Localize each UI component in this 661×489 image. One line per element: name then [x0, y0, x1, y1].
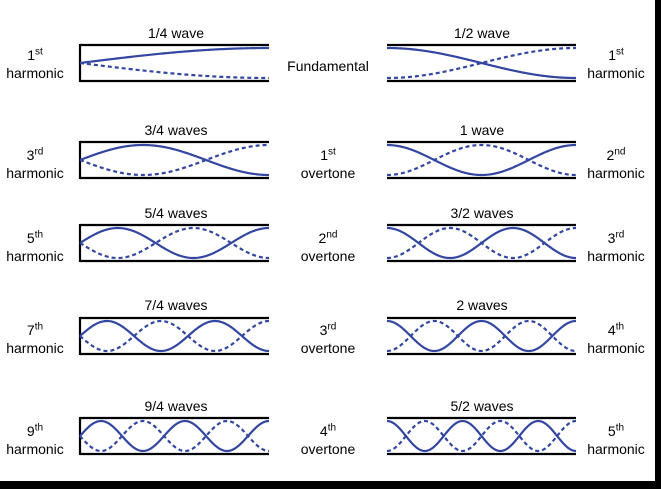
center-label-overtone-3: 3rd overtone [300, 321, 356, 356]
standing-wave-dashed [386, 319, 577, 353]
left-title-4: 7/4 waves [144, 297, 208, 313]
right-harmonic-label-3: 3rd harmonic [587, 229, 645, 264]
right-title-1: 1/2 wave [453, 25, 511, 41]
standing-wave-solid [79, 319, 270, 353]
right-title-4: 2 waves [456, 297, 508, 313]
right-title-3: 3/2 waves [450, 205, 514, 221]
left-harmonic-label-1: 1st harmonic [6, 46, 64, 81]
left-harmonic-label-7: 7th harmonic [6, 321, 64, 356]
standing-wave-solid [79, 46, 269, 65]
standing-wave-solid [386, 419, 577, 453]
standing-wave-solid [386, 319, 577, 353]
diagram-canvas: 1/4 wave 3/4 waves 5/4 waves 7/4 waves 9… [0, 0, 655, 481]
center-label-overtone-4: 4th overtone [300, 422, 356, 457]
left-title-2: 3/4 waves [144, 122, 208, 138]
standing-wave-dashed [79, 61, 269, 80]
standing-wave-dashed [79, 143, 270, 177]
standing-wave-solid [79, 419, 270, 453]
standing-wave-dashed [79, 419, 270, 453]
left-harmonic-label-9: 9th harmonic [6, 422, 64, 457]
left-title-3: 5/4 waves [144, 205, 208, 221]
right-harmonic-label-1: 1st harmonic [587, 46, 645, 81]
standing-wave-dashed [386, 419, 577, 453]
right-harmonic-label-4: 4th harmonic [587, 321, 645, 356]
standing-wave-solid [387, 46, 576, 80]
standing-wave-solid [79, 226, 270, 260]
right-title-2: 1 wave [459, 122, 505, 138]
left-harmonic-label-5: 5th harmonic [6, 229, 64, 264]
standing-wave-solid [386, 143, 577, 177]
left-title-5: 9/4 waves [144, 398, 208, 414]
left-title-1: 1/4 wave [147, 25, 205, 41]
tube-diagram [78, 43, 577, 456]
center-label-fundamental: Fundamental [287, 58, 369, 74]
standing-wave-dashed [386, 143, 577, 177]
right-harmonic-label-5: 5th harmonic [587, 422, 645, 457]
center-label-overtone-1: 1st overtone [300, 146, 356, 181]
standing-wave-dashed [79, 319, 270, 353]
standing-wave-dashed [387, 46, 576, 80]
standing-wave-dashed [386, 226, 577, 260]
center-label-overtone-2: 2nd overtone [300, 229, 356, 264]
left-harmonic-label-3: 3rd harmonic [6, 146, 64, 181]
right-harmonic-label-2: 2nd harmonic [587, 146, 645, 181]
right-title-5: 5/2 waves [450, 398, 514, 414]
standing-wave-solid [79, 143, 270, 177]
